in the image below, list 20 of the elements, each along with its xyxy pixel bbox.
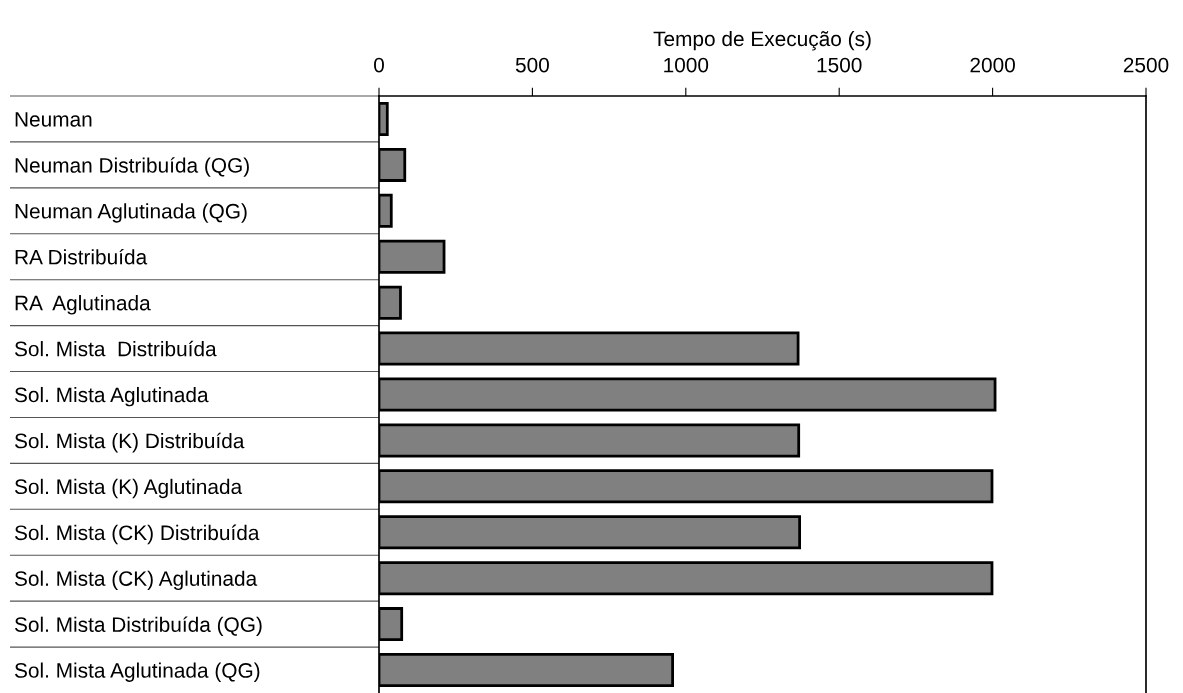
y-tick-label: Neuman Aglutinada (QG) bbox=[15, 203, 247, 223]
y-tick-label: Neuman bbox=[15, 112, 92, 127]
x-tick-label: 1000 bbox=[664, 57, 709, 73]
y-tick-label: Sol. Mista (CK) Distribuída bbox=[14, 524, 260, 545]
x-tick-label: 0 bbox=[374, 57, 384, 73]
y-tick-label: Sol. Mista (K) Aglutinada bbox=[14, 478, 243, 499]
y-tick-label: Sol. Mista Aglutinada bbox=[14, 386, 209, 407]
y-tick-label: RA Distribuída bbox=[15, 248, 148, 265]
y-tick-label: Sol. Mista (CK) Aglutinada bbox=[14, 570, 258, 591]
x-axis-title: Tempo de Execução (s) bbox=[653, 30, 871, 51]
x-tick-label: 2000 bbox=[970, 57, 1015, 73]
y-tick-label: Sol. Mista (K) Distribuída bbox=[14, 432, 245, 453]
x-tick-label: 2500 bbox=[1123, 57, 1169, 73]
y-tick-label: Sol. Mista Aglutinada (QG) bbox=[14, 662, 260, 682]
y-tick-label: Neuman Distribuída (QG) bbox=[15, 157, 249, 177]
x-tick-label: 500 bbox=[515, 57, 549, 73]
y-tick-label: Sol. Mista Distribuída (QG) bbox=[14, 616, 262, 637]
x-tick-label: 1500 bbox=[817, 57, 862, 73]
y-tick-label: RA Aglutinada bbox=[15, 295, 151, 315]
y-tick-label: Sol. Mista Distribuída bbox=[14, 340, 217, 357]
